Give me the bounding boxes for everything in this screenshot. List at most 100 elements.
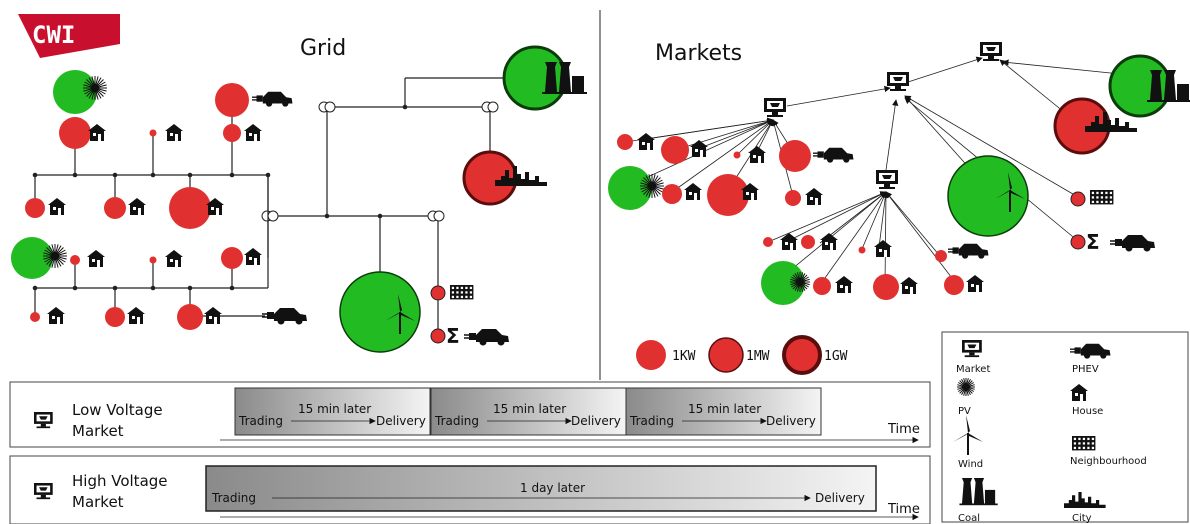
house-consumer-small: [763, 237, 773, 247]
link-lv2-mv: [885, 99, 899, 171]
neighbourhood-consumer: [430, 285, 446, 301]
house-icon: [48, 198, 66, 215]
neighbourhood-icon: [1090, 190, 1114, 205]
house-icon: [835, 276, 853, 293]
house-consumer-large: [707, 174, 749, 216]
market-icon: [887, 72, 909, 91]
legend-house-label: House: [1072, 406, 1103, 417]
high-market-block: [205, 465, 877, 512]
house-icon: [88, 124, 106, 141]
legend-coal-label: Coal: [958, 513, 980, 524]
sum-icon: Σ: [446, 324, 460, 348]
house-consumer-small: [858, 246, 866, 254]
house-icon: [1070, 384, 1088, 401]
phev-icon: [948, 243, 989, 259]
market-link: [882, 191, 890, 286]
house-consumer: [59, 117, 91, 149]
grid-title: Grid: [300, 36, 346, 61]
wind-icon: [953, 415, 983, 455]
low-trading-1: Trading: [238, 414, 283, 428]
market-icon: [876, 170, 898, 189]
house-consumer: [944, 275, 964, 295]
size-legend-1mw: 1MW: [746, 349, 770, 364]
house-consumer-small: [70, 255, 80, 265]
cwi-logo: CWI: [18, 14, 120, 58]
house-consumer: [813, 277, 831, 295]
pv-icon: [43, 244, 67, 268]
market-link: [789, 191, 887, 241]
house-icon: [741, 183, 759, 200]
wind-icon: [385, 294, 415, 334]
house-icon: [87, 250, 105, 267]
house-icon: [165, 124, 183, 141]
house-icon: [127, 307, 145, 324]
city-icon: [495, 166, 547, 186]
house-icon: [244, 248, 262, 265]
house-icon: [206, 198, 224, 215]
link-coal-hv: [1002, 59, 1131, 76]
house-icon: [128, 198, 146, 215]
house-icon: [165, 250, 183, 267]
aggregate-phev-consumer: [1070, 234, 1086, 250]
high-time-label: Time: [887, 502, 920, 517]
low-delay-1: 15 min later: [298, 402, 371, 416]
transformer-icon: [318, 101, 336, 113]
house-icon: [874, 240, 892, 257]
high-voltage-label-1: High Voltage: [72, 472, 168, 490]
coal-icon: [1147, 70, 1190, 102]
market-link: [861, 191, 887, 250]
pv-producer: [11, 237, 53, 279]
market-icon: [980, 42, 1002, 61]
house-icon: [47, 307, 65, 324]
phev-consumer: [935, 250, 947, 262]
coal-icon: [959, 478, 998, 506]
phev-consumer: [779, 140, 811, 172]
market-link: [819, 191, 887, 286]
house-icon: [805, 188, 823, 205]
pv-icon: [83, 76, 107, 100]
house-icon: [637, 133, 655, 150]
market-link: [699, 119, 774, 149]
market-icon: [34, 412, 53, 429]
low-delivery-1: Delivery: [376, 414, 426, 428]
low-delivery-3: Delivery: [766, 414, 816, 428]
size-legend-1gw: 1GW: [824, 349, 848, 364]
pv-producer: [53, 70, 97, 114]
link-mv-hv: [907, 56, 983, 83]
legend-phev-label: PHEV: [1072, 364, 1099, 375]
low-trading-2: Trading: [434, 414, 479, 428]
junction-dot: [377, 213, 383, 219]
phev-icon: [262, 308, 307, 325]
house-consumer: [661, 136, 689, 164]
legend-pv-label: PV: [958, 406, 971, 417]
phev-icon: [464, 329, 509, 346]
house-consumer-small: [733, 151, 741, 159]
neighbourhood-consumer: [1070, 191, 1086, 207]
house-consumer-small: [149, 129, 157, 137]
house-consumer-small: [149, 256, 157, 264]
market-icon: [962, 340, 982, 358]
phev-icon: [1070, 343, 1111, 359]
phev-consumer: [215, 83, 249, 117]
aggregate-phev-consumer: [430, 328, 446, 344]
neighbourhood-icon: [1072, 436, 1096, 451]
house-consumer: [104, 197, 126, 219]
city-icon: [1085, 112, 1137, 132]
low-delivery-2: Delivery: [571, 414, 621, 428]
wind-producer: [947, 155, 1029, 237]
low-delay-3: 15 min later: [688, 402, 761, 416]
high-delay: 1 day later: [520, 481, 585, 495]
market-link: [639, 117, 774, 141]
house-icon: [748, 146, 766, 163]
low-market-block-3: [625, 387, 822, 436]
low-trading-3: Trading: [629, 414, 674, 428]
size-legend-1kw: 1KW: [672, 349, 696, 364]
house-icon: [780, 233, 798, 250]
house-consumer: [25, 198, 45, 218]
junction-dot: [324, 213, 330, 219]
house-icon: [690, 140, 708, 157]
low-voltage-label-2: Market: [72, 422, 124, 440]
phev-icon: [1110, 235, 1155, 252]
